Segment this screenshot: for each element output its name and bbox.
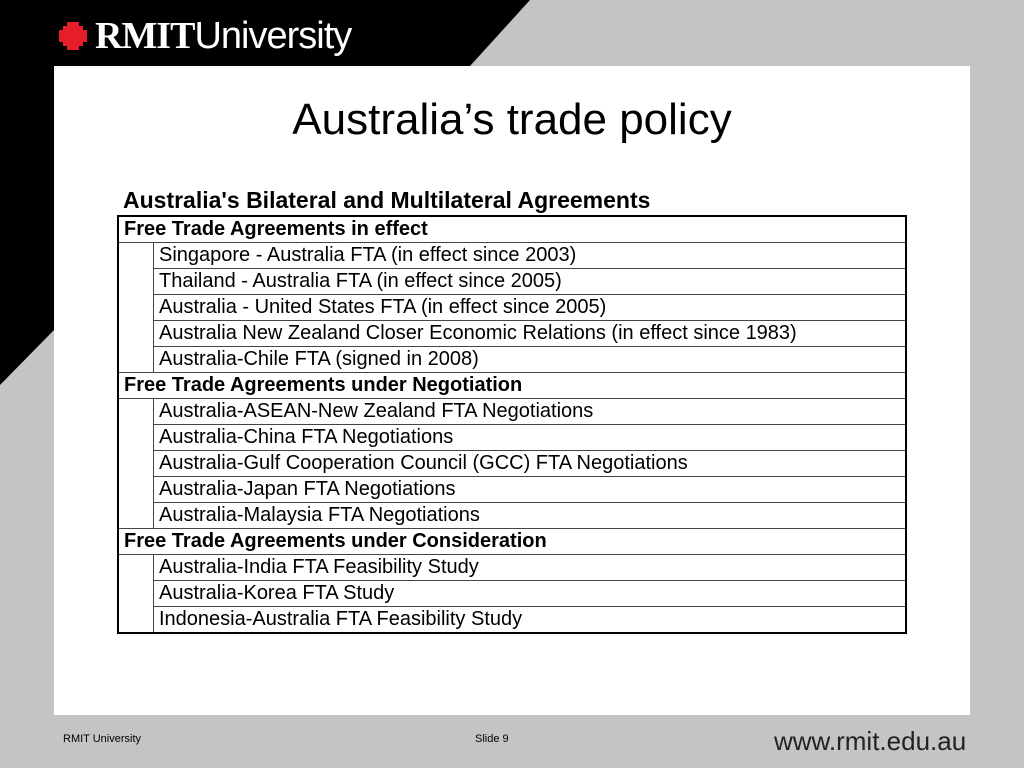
slide-title: Australia’s trade policy xyxy=(292,95,732,144)
agreement-item: Thailand - Australia FTA (in effect sinc… xyxy=(153,268,907,295)
indent-cell xyxy=(117,242,154,373)
agreement-item: Australia-Gulf Cooperation Council (GCC)… xyxy=(153,450,907,477)
logo-light-text: University xyxy=(194,15,352,57)
agreement-item: Australia-Chile FTA (signed in 2008) xyxy=(153,346,907,373)
agreement-row: Thailand - Australia FTA (in effect sinc… xyxy=(118,268,907,295)
agreement-row: Australia-India FTA Feasibility Study xyxy=(117,554,907,633)
logo-wordmark: RMITUniversity xyxy=(95,14,352,58)
pixel-logo-icon xyxy=(59,22,87,50)
agreement-item: Australia-India FTA Feasibility Study xyxy=(153,554,907,581)
agreement-item: Australia-Japan FTA Negotiations xyxy=(153,476,907,503)
section-row: Free Trade Agreements under Negotiation xyxy=(117,372,907,399)
indent-cell xyxy=(117,554,154,633)
agreement-row: Australia New Zealand Closer Economic Re… xyxy=(118,320,907,347)
agreement-row: Australia-ASEAN-New Zealand FTA Negotiat… xyxy=(117,398,907,529)
agreement-row: Australia-Korea FTA Study xyxy=(118,580,907,607)
agreement-item: Australia-Malaysia FTA Negotiations xyxy=(153,502,907,529)
footer-slide-number: Slide 9 xyxy=(475,733,509,745)
section-row: Free Trade Agreements in effect xyxy=(117,215,907,243)
agreement-row: Indonesia-Australia FTA Feasibility Stud… xyxy=(118,606,907,634)
agreement-row: Australia-China FTA Negotiations xyxy=(118,424,907,451)
agreement-row: Singapore - Australia FTA (in effect sin… xyxy=(117,242,907,373)
section-heading: Free Trade Agreements under Negotiation xyxy=(117,372,907,399)
agreement-item: Australia-China FTA Negotiations xyxy=(153,424,907,451)
agreement-row: Australia-Malaysia FTA Negotiations xyxy=(118,502,907,529)
agreement-item: Singapore - Australia FTA (in effect sin… xyxy=(153,242,907,269)
agreement-row: Australia - United States FTA (in effect… xyxy=(118,294,907,321)
agreement-row: Australia-Gulf Cooperation Council (GCC)… xyxy=(118,450,907,477)
footer-org: RMIT University xyxy=(63,733,142,745)
agreement-item: Australia-ASEAN-New Zealand FTA Negotiat… xyxy=(153,398,907,425)
agreements-table: Free Trade Agreements in effect Singapore… xyxy=(117,215,907,634)
section-row: Free Trade Agreements under Consideratio… xyxy=(117,528,907,555)
table-caption: Australia's Bilateral and Multilateral A… xyxy=(123,187,651,213)
agreement-item: Australia - United States FTA (in effect… xyxy=(153,294,907,321)
agreement-item: Australia-Korea FTA Study xyxy=(153,580,907,607)
agreement-item: Indonesia-Australia FTA Feasibility Stud… xyxy=(153,606,907,634)
section-heading: Free Trade Agreements under Consideratio… xyxy=(117,528,907,555)
rmit-logo: RMITUniversity xyxy=(57,14,352,58)
footer-url: www.rmit.edu.au xyxy=(774,726,967,756)
agreement-row: Australia-Japan FTA Negotiations xyxy=(118,476,907,503)
agreement-row: Australia-Chile FTA (signed in 2008) xyxy=(118,346,907,373)
section-heading: Free Trade Agreements in effect xyxy=(117,215,907,243)
logo-bold-text: RMIT xyxy=(95,15,195,57)
indent-cell xyxy=(117,398,154,529)
agreement-item: Australia New Zealand Closer Economic Re… xyxy=(153,320,907,347)
